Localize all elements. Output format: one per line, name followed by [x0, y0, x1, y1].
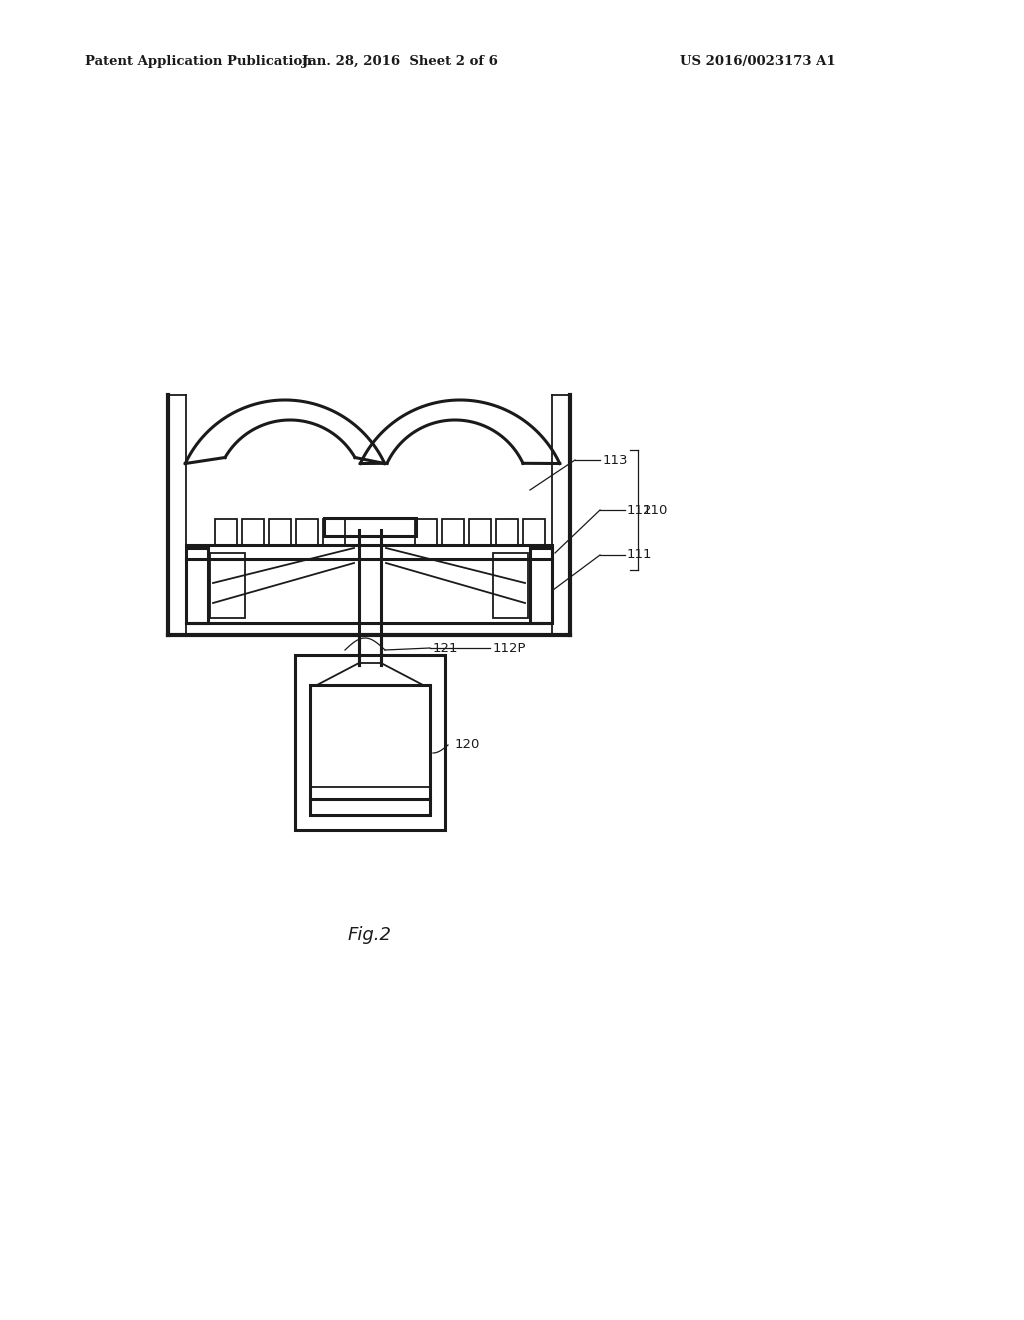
Text: 112: 112: [627, 503, 652, 516]
Bar: [295, 655, 445, 830]
Bar: [469, 519, 490, 545]
Text: Patent Application Publication: Patent Application Publication: [85, 55, 311, 69]
Text: 112P: 112P: [493, 642, 526, 655]
Bar: [242, 519, 264, 545]
Text: 111: 111: [627, 549, 652, 561]
Bar: [296, 519, 318, 545]
Bar: [323, 519, 345, 545]
Text: US 2016/0023173 A1: US 2016/0023173 A1: [680, 55, 836, 69]
Bar: [493, 553, 528, 618]
Text: Jan. 28, 2016  Sheet 2 of 6: Jan. 28, 2016 Sheet 2 of 6: [302, 55, 498, 69]
Text: 121: 121: [433, 642, 459, 655]
Text: 113: 113: [603, 454, 629, 466]
Text: 120: 120: [455, 738, 480, 751]
Bar: [530, 548, 552, 623]
Bar: [210, 553, 245, 618]
Text: Fig.2: Fig.2: [348, 927, 392, 944]
Bar: [215, 519, 237, 545]
Bar: [310, 685, 430, 814]
Text: 110: 110: [643, 503, 669, 516]
Bar: [496, 519, 518, 545]
Bar: [324, 517, 416, 536]
Bar: [442, 519, 464, 545]
Bar: [415, 519, 437, 545]
Bar: [269, 519, 291, 545]
Bar: [186, 548, 208, 623]
Bar: [523, 519, 545, 545]
